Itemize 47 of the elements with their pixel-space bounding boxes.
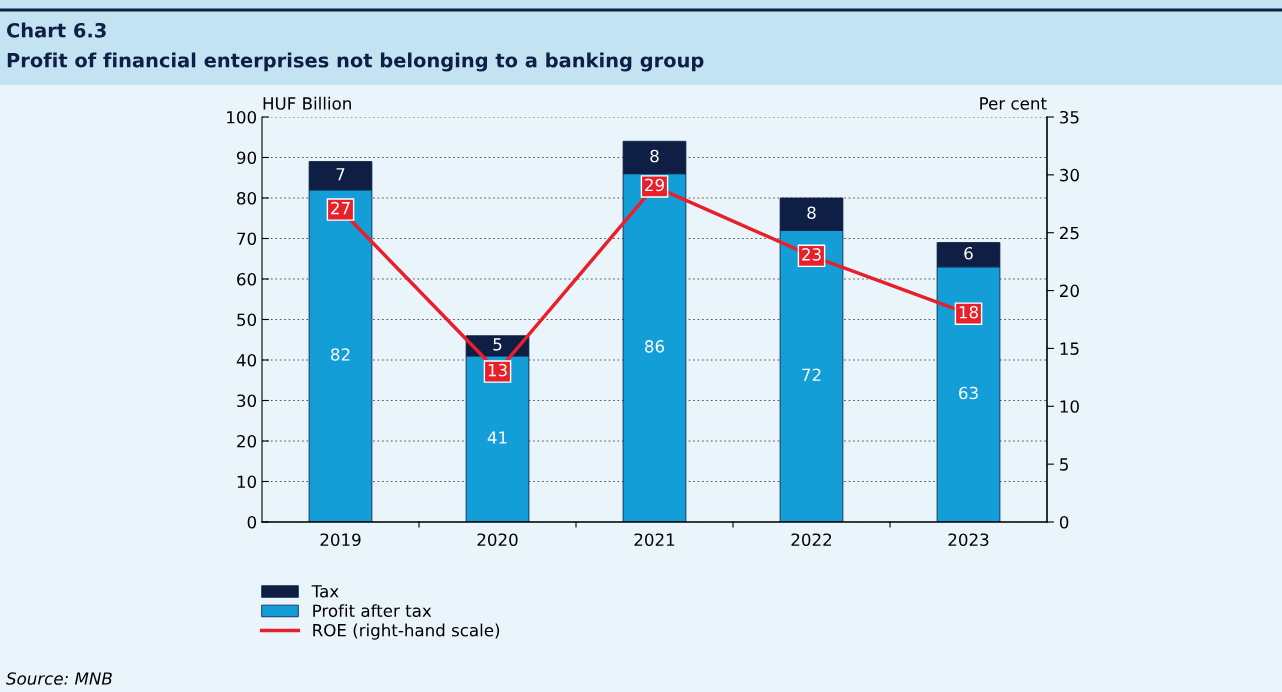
y-tick-label: 100 [227, 110, 257, 124]
x-tick-label: 2021 [634, 533, 675, 547]
x-tick-label: 2022 [791, 533, 832, 547]
data-label: 6 [964, 246, 973, 260]
y2-tick-label: 30 [1060, 168, 1079, 182]
data-label: 29 [645, 178, 664, 192]
y2-tick-label: 0 [1059, 515, 1069, 529]
y-tick-label: 10 [237, 475, 257, 489]
data-label: 23 [802, 248, 821, 261]
y-tick-label: 20 [237, 434, 257, 448]
data-label: 7 [336, 168, 345, 181]
y-tick-label: 80 [237, 191, 257, 205]
data-label: 13 [488, 363, 507, 377]
data-label: 5 [493, 338, 502, 351]
x-tick-label: 2023 [948, 533, 989, 547]
data-label: 18 [959, 305, 978, 319]
y2-tick-label: 20 [1060, 284, 1079, 298]
y-tick-label: 90 [236, 151, 257, 165]
y-tick-label: 30 [237, 394, 257, 408]
data-label: 8 [650, 149, 659, 163]
y2-tick-label: 5 [1060, 458, 1068, 471]
y2-axis-title: Per cent [980, 97, 1047, 110]
y-tick-label: 0 [247, 515, 257, 529]
y2-tick-label: 10 [1060, 400, 1079, 413]
legend-label: ROE (right-hand scale) [313, 623, 500, 640]
data-label: 8 [807, 206, 816, 220]
data-label: 86 [645, 340, 665, 353]
data-label: 82 [331, 348, 350, 361]
y2-tick-label: 25 [1060, 226, 1079, 240]
chart-subtitle: Profit of financial enterprises not belonging to a banking group [7, 52, 704, 72]
x-tick-label: 2019 [320, 533, 361, 547]
text: Chart 6.3 [6, 22, 106, 38]
source-note: Source: MNB [6, 672, 112, 685]
y2-tick-label: 15 [1060, 342, 1079, 355]
x-tick-label: 2020 [477, 533, 518, 547]
y-tick-label: 70 [237, 232, 257, 246]
y-tick-label: 40 [236, 353, 257, 367]
data-label: 41 [487, 431, 507, 444]
legend-label: Profit after tax [313, 604, 432, 618]
data-label: 27 [331, 201, 350, 215]
y2-tick-label: 35 [1060, 110, 1079, 124]
y-axis-title: HUF Billion [263, 96, 351, 110]
y-tick-label: 60 [237, 272, 257, 286]
data-label: 63 [959, 386, 978, 400]
legend-label: Tax [311, 585, 339, 598]
data-label: 72 [802, 368, 821, 381]
y-tick-label: 50 [237, 313, 257, 327]
